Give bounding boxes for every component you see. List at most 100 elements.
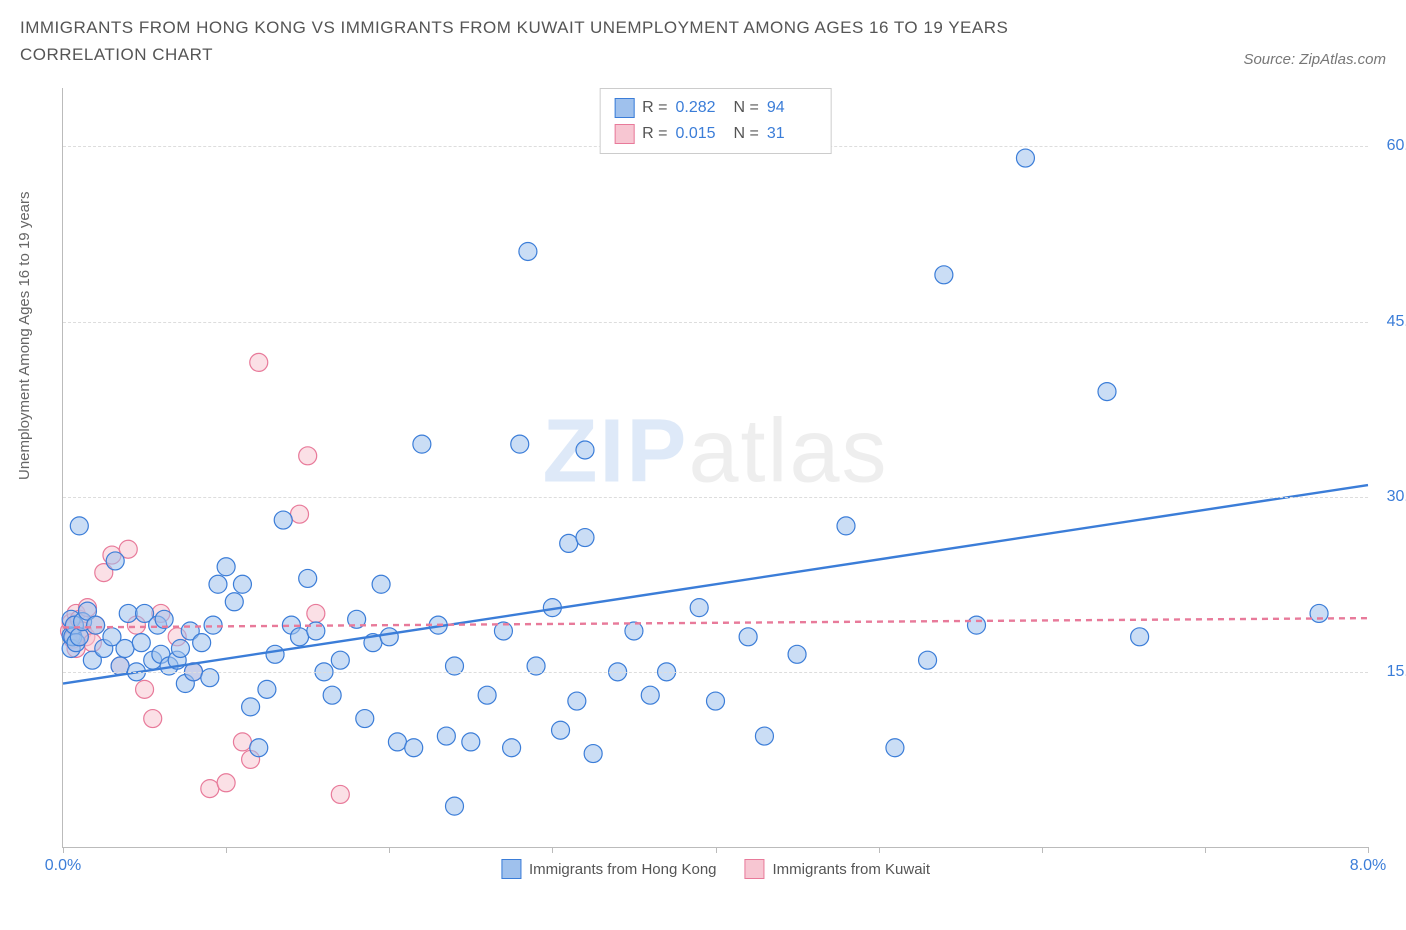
point-hong_kong bbox=[291, 628, 309, 646]
legend-label-hk: Immigrants from Hong Kong bbox=[529, 861, 717, 878]
point-kuwait bbox=[291, 505, 309, 523]
point-hong_kong bbox=[1310, 604, 1328, 622]
legend-swatch-kw bbox=[745, 859, 765, 879]
stats-row-hk: R = 0.282 N = 94 bbox=[614, 95, 817, 121]
point-kuwait bbox=[331, 785, 349, 803]
point-hong_kong bbox=[388, 733, 406, 751]
point-hong_kong bbox=[707, 692, 725, 710]
point-hong_kong bbox=[462, 733, 480, 751]
r-value-kw: 0.015 bbox=[676, 125, 726, 143]
point-kuwait bbox=[217, 774, 235, 792]
point-hong_kong bbox=[519, 242, 537, 260]
point-hong_kong bbox=[568, 692, 586, 710]
point-kuwait bbox=[250, 353, 268, 371]
point-hong_kong bbox=[641, 686, 659, 704]
point-hong_kong bbox=[258, 680, 276, 698]
point-hong_kong bbox=[968, 616, 986, 634]
point-hong_kong bbox=[837, 517, 855, 535]
r-value-hk: 0.282 bbox=[676, 99, 726, 117]
r-label: R = bbox=[642, 125, 667, 143]
point-hong_kong bbox=[755, 727, 773, 745]
plot-area: ZIPatlas R = 0.282 N = 94 R = 0.015 N = … bbox=[62, 88, 1368, 848]
stats-legend: R = 0.282 N = 94 R = 0.015 N = 31 bbox=[599, 88, 832, 154]
point-kuwait bbox=[136, 680, 154, 698]
point-hong_kong bbox=[356, 710, 374, 728]
y-tick-label: 30.0% bbox=[1387, 488, 1406, 506]
n-label: N = bbox=[734, 99, 759, 117]
swatch-kw bbox=[614, 124, 634, 144]
point-hong_kong bbox=[242, 698, 260, 716]
point-hong_kong bbox=[132, 634, 150, 652]
chart-title: IMMIGRANTS FROM HONG KONG VS IMMIGRANTS … bbox=[20, 14, 1120, 68]
n-label: N = bbox=[734, 125, 759, 143]
point-hong_kong bbox=[584, 745, 602, 763]
point-hong_kong bbox=[266, 645, 284, 663]
point-hong_kong bbox=[87, 616, 105, 634]
title-bar: IMMIGRANTS FROM HONG KONG VS IMMIGRANTS … bbox=[0, 0, 1406, 76]
point-hong_kong bbox=[274, 511, 292, 529]
point-hong_kong bbox=[405, 739, 423, 757]
n-value-hk: 94 bbox=[767, 99, 817, 117]
trendline-hong_kong bbox=[63, 485, 1368, 684]
y-tick-label: 60.0% bbox=[1387, 137, 1406, 155]
point-hong_kong bbox=[372, 575, 390, 593]
legend-item-kw: Immigrants from Kuwait bbox=[745, 859, 931, 879]
point-hong_kong bbox=[250, 739, 268, 757]
point-hong_kong bbox=[331, 651, 349, 669]
legend-item-hk: Immigrants from Hong Kong bbox=[501, 859, 717, 879]
series-legend: Immigrants from Hong Kong Immigrants fro… bbox=[501, 859, 930, 879]
point-hong_kong bbox=[446, 797, 464, 815]
point-hong_kong bbox=[886, 739, 904, 757]
point-hong_kong bbox=[119, 604, 137, 622]
point-hong_kong bbox=[511, 435, 529, 453]
point-kuwait bbox=[233, 733, 251, 751]
point-hong_kong bbox=[299, 569, 317, 587]
x-tick-label: 8.0% bbox=[1350, 857, 1386, 875]
swatch-hk bbox=[614, 98, 634, 118]
point-hong_kong bbox=[204, 616, 222, 634]
scatter-svg bbox=[63, 88, 1368, 847]
point-hong_kong bbox=[625, 622, 643, 640]
point-hong_kong bbox=[919, 651, 937, 669]
point-hong_kong bbox=[171, 639, 189, 657]
point-hong_kong bbox=[935, 266, 953, 284]
point-hong_kong bbox=[576, 441, 594, 459]
y-tick-label: 15.0% bbox=[1387, 663, 1406, 681]
r-label: R = bbox=[642, 99, 667, 117]
point-hong_kong bbox=[739, 628, 757, 646]
point-kuwait bbox=[144, 710, 162, 728]
point-hong_kong bbox=[233, 575, 251, 593]
point-hong_kong bbox=[576, 529, 594, 547]
point-hong_kong bbox=[478, 686, 496, 704]
point-hong_kong bbox=[413, 435, 431, 453]
y-axis-label: Unemployment Among Ages 16 to 19 years bbox=[16, 191, 33, 480]
stats-row-kw: R = 0.015 N = 31 bbox=[614, 121, 817, 147]
point-kuwait bbox=[307, 604, 325, 622]
point-hong_kong bbox=[106, 552, 124, 570]
plot-wrap: ZIPatlas R = 0.282 N = 94 R = 0.015 N = … bbox=[44, 88, 1384, 878]
n-value-kw: 31 bbox=[767, 125, 817, 143]
point-hong_kong bbox=[560, 534, 578, 552]
point-hong_kong bbox=[1098, 383, 1116, 401]
point-hong_kong bbox=[193, 634, 211, 652]
point-hong_kong bbox=[225, 593, 243, 611]
source-label: Source: ZipAtlas.com bbox=[1243, 51, 1386, 68]
point-hong_kong bbox=[209, 575, 227, 593]
x-tick-label: 0.0% bbox=[45, 857, 81, 875]
point-hong_kong bbox=[1016, 149, 1034, 167]
point-hong_kong bbox=[690, 599, 708, 617]
point-hong_kong bbox=[503, 739, 521, 757]
legend-swatch-hk bbox=[501, 859, 521, 879]
trendline-kuwait bbox=[63, 618, 1368, 627]
point-kuwait bbox=[299, 447, 317, 465]
legend-label-kw: Immigrants from Kuwait bbox=[773, 861, 931, 878]
point-hong_kong bbox=[70, 517, 88, 535]
point-hong_kong bbox=[380, 628, 398, 646]
point-hong_kong bbox=[116, 639, 134, 657]
y-tick-label: 45.0% bbox=[1387, 313, 1406, 331]
point-hong_kong bbox=[788, 645, 806, 663]
point-hong_kong bbox=[552, 721, 570, 739]
point-kuwait bbox=[201, 780, 219, 798]
point-hong_kong bbox=[323, 686, 341, 704]
point-hong_kong bbox=[437, 727, 455, 745]
